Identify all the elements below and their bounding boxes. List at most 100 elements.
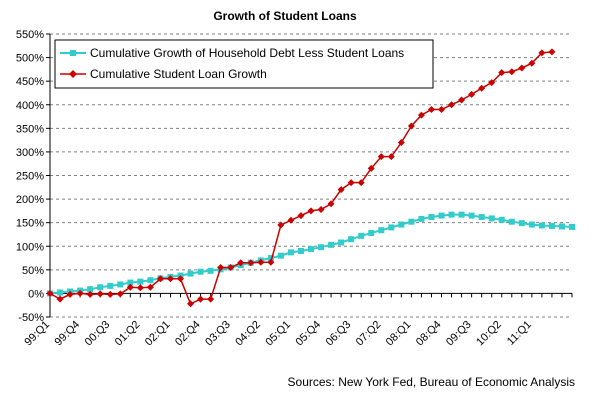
x-tick-label: 11:Q1	[505, 319, 534, 348]
data-point-household	[127, 279, 134, 286]
data-point-student	[146, 283, 154, 291]
x-tick-label: 08:Q1	[384, 319, 414, 349]
data-point-household	[57, 289, 64, 296]
data-point-student	[247, 259, 255, 267]
y-tick-label: 200%	[16, 194, 44, 206]
data-point-student	[498, 69, 506, 77]
data-point-household	[418, 215, 425, 222]
data-point-household	[358, 232, 365, 239]
data-point-student	[508, 68, 516, 76]
data-point-student	[327, 200, 335, 208]
y-tick-label: 400%	[16, 100, 44, 112]
data-point-household	[368, 230, 375, 237]
data-point-student	[528, 59, 536, 67]
data-point-household	[448, 211, 455, 218]
data-point-household	[428, 214, 435, 221]
data-point-household	[197, 268, 204, 275]
data-point-student	[217, 263, 225, 271]
data-point-student	[46, 289, 54, 297]
data-point-student	[458, 96, 466, 104]
data-point-household	[408, 218, 415, 225]
data-point-household	[468, 212, 475, 219]
data-point-student	[116, 290, 124, 298]
series-line-student	[49, 51, 552, 305]
legend-marker-student	[69, 70, 77, 78]
data-point-household	[438, 212, 445, 219]
y-tick-label: 500%	[16, 53, 44, 65]
data-point-student	[417, 111, 425, 119]
data-point-student	[347, 179, 355, 187]
data-point-student	[86, 290, 94, 298]
y-tick-label: 300%	[16, 147, 44, 159]
x-tick-label: 02:Q4	[173, 319, 203, 349]
data-point-student	[237, 259, 245, 267]
x-tick-label: 10:Q2	[474, 319, 504, 349]
data-point-student	[207, 295, 215, 303]
data-point-household	[297, 247, 304, 254]
data-point-household	[107, 282, 114, 289]
y-axis: -50% 0% 50% 100% 150% 200% 250% 300% 350% 400% 450…	[16, 29, 51, 324]
x-tick-label: 05:Q1	[263, 319, 293, 349]
x-tick-label: 09:Q3	[444, 319, 474, 349]
legend-label-household: Cumulative Growth of Household Debt Less…	[90, 46, 404, 60]
data-point-student	[448, 101, 456, 109]
data-point-household	[528, 221, 535, 228]
data-point-student	[267, 258, 275, 266]
legend-label-student: Cumulative Student Loan Growth	[90, 67, 267, 81]
x-tick-label: 03:Q3	[203, 319, 233, 349]
series-layer	[46, 48, 575, 308]
x-tick-label: 06:Q3	[324, 319, 354, 349]
data-point-student	[468, 90, 476, 98]
data-point-student	[478, 84, 486, 92]
data-point-student	[297, 212, 305, 220]
data-point-student	[197, 295, 205, 303]
x-axis: 99:Q1 99:Q4 00:Q3 01:Q2 02:Q1 02:Q4 03:Q3 04:Q2…	[22, 292, 573, 349]
data-point-household	[328, 241, 335, 248]
data-point-student	[76, 289, 84, 297]
data-point-student	[277, 221, 285, 229]
data-point-household	[308, 246, 314, 253]
x-tick-label: 01:Q2	[113, 319, 143, 349]
data-point-household	[518, 220, 525, 227]
data-point-household	[187, 270, 194, 277]
y-tick-label: 0%	[28, 288, 44, 300]
legend-marker-household	[70, 50, 76, 56]
data-point-household	[137, 278, 144, 285]
data-point-household	[458, 211, 465, 218]
data-point-household	[207, 267, 214, 274]
data-point-household	[318, 244, 325, 251]
x-tick-label: 07:Q2	[354, 319, 384, 349]
data-point-student	[548, 48, 556, 56]
data-point-student	[488, 79, 496, 87]
data-point-household	[147, 277, 154, 284]
x-tick-label: 04:Q2	[233, 319, 263, 349]
chart-title: Growth of Student Loans	[213, 9, 357, 23]
data-point-household	[97, 284, 104, 291]
data-point-student	[407, 122, 415, 130]
data-point-household	[488, 215, 495, 222]
data-point-household	[87, 286, 94, 293]
data-point-household	[538, 222, 545, 229]
x-tick-label: 08:Q4	[414, 319, 444, 349]
data-point-student	[177, 275, 184, 283]
y-tick-label: 350%	[16, 123, 44, 135]
x-tick-label: 00:Q3	[83, 319, 113, 349]
data-point-household	[267, 255, 274, 262]
data-point-student	[518, 64, 526, 72]
data-point-student	[367, 164, 375, 172]
data-point-student	[106, 290, 114, 298]
data-point-household	[388, 224, 395, 231]
data-point-student	[287, 216, 295, 224]
data-point-student	[166, 275, 174, 283]
source-note: Sources: New York Fed, Bureau of Economi…	[288, 375, 575, 389]
data-point-student	[317, 205, 325, 213]
data-point-household	[569, 223, 575, 230]
data-point-household	[338, 239, 345, 246]
y-tick-label: 250%	[16, 171, 44, 183]
data-point-student	[397, 138, 405, 146]
data-point-student	[377, 153, 385, 161]
data-point-student	[187, 300, 195, 308]
data-point-household	[508, 218, 515, 225]
data-point-student	[56, 295, 64, 303]
data-point-household	[478, 214, 485, 221]
